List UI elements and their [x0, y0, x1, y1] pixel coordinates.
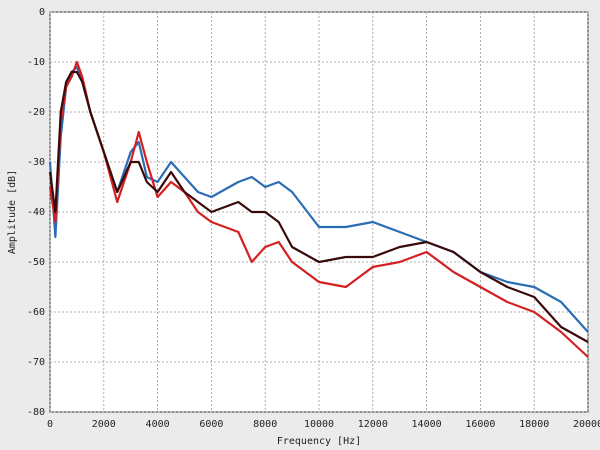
x-tick-label: 8000 [253, 419, 277, 430]
y-tick-label: -30 [27, 157, 45, 168]
y-tick-label: -10 [27, 57, 45, 68]
x-tick-label: 18000 [519, 419, 549, 430]
x-tick-label: 10000 [304, 419, 334, 430]
x-tick-label: 16000 [465, 419, 495, 430]
y-tick-label: 0 [39, 7, 45, 18]
y-axis-label: Amplitude [dB] [7, 170, 18, 254]
x-tick-label: 6000 [199, 419, 223, 430]
y-tick-label: -20 [27, 107, 45, 118]
y-tick-label: -60 [27, 307, 45, 318]
x-tick-label: 0 [47, 419, 53, 430]
y-tick-label: -40 [27, 207, 45, 218]
x-tick-label: 14000 [412, 419, 442, 430]
series-line [48, 60, 589, 358]
y-tick-label: -70 [27, 357, 45, 368]
y-tick-label: -80 [27, 407, 45, 418]
x-tick-label: 12000 [358, 419, 388, 430]
x-tick-label: 4000 [146, 419, 170, 430]
x-tick-label: 20000 [573, 419, 600, 430]
x-tick-label: 2000 [92, 419, 116, 430]
series-line [48, 70, 589, 343]
y-tick-label: -50 [27, 257, 45, 268]
x-axis-label: Frequency [Hz] [277, 436, 361, 447]
